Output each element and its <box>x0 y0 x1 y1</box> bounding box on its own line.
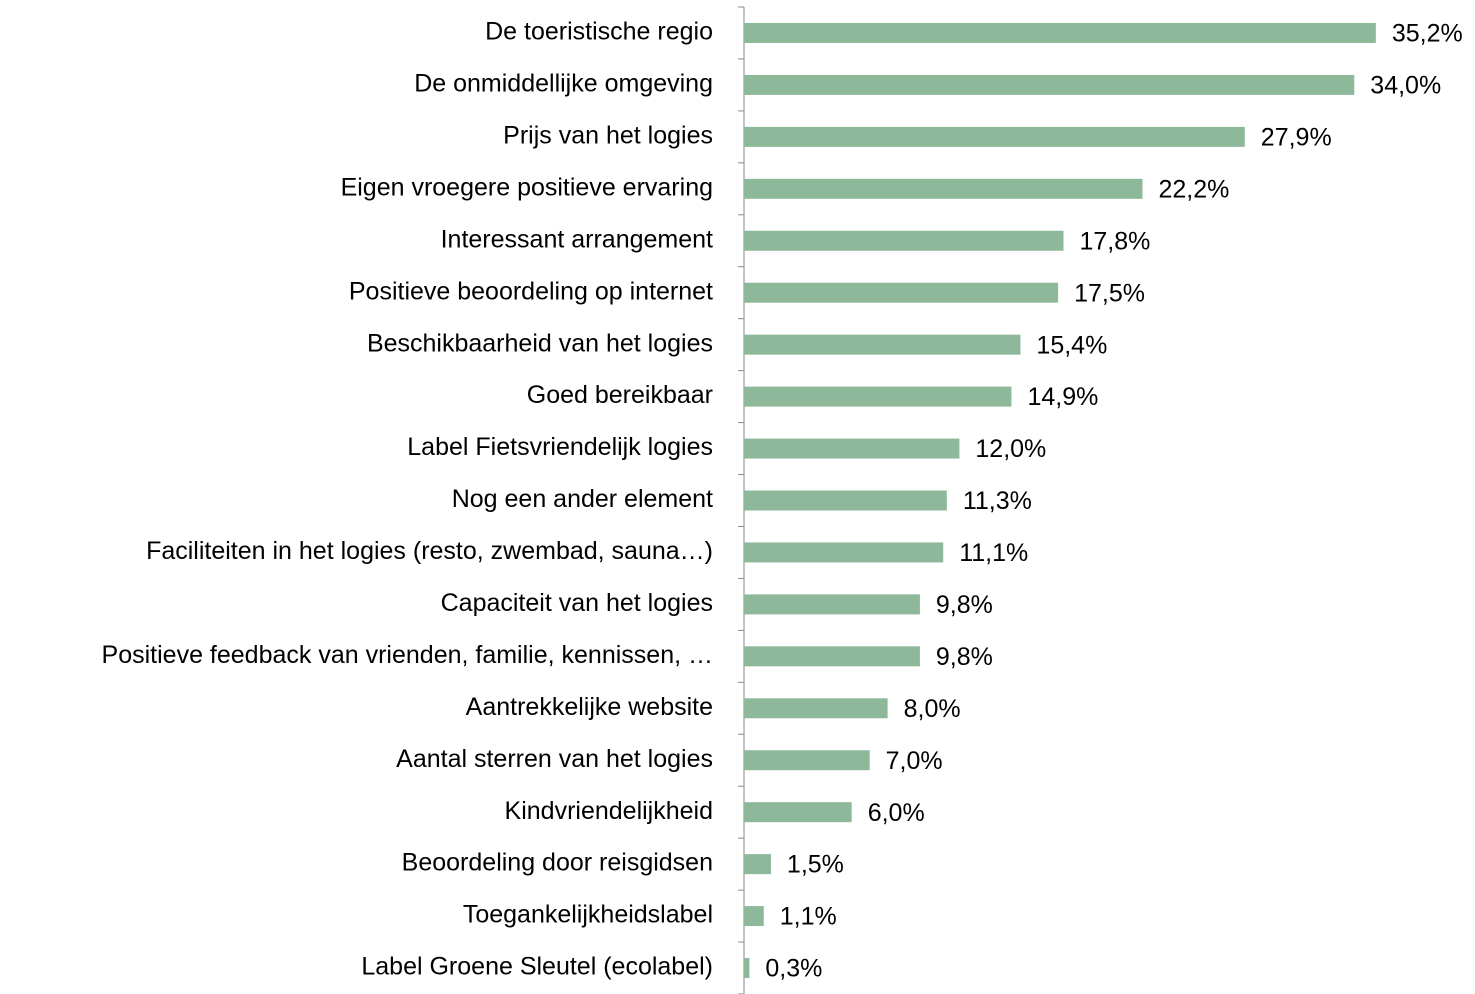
bar <box>744 230 1064 251</box>
category-label: Prijs van het logies <box>503 121 713 149</box>
bar <box>744 958 750 979</box>
category-label: Interessant arrangement <box>441 225 713 253</box>
bar <box>744 386 1012 407</box>
value-label: 8,0% <box>904 695 961 723</box>
bar <box>744 646 920 667</box>
category-label: Eigen vroegere positieve ervaring <box>341 173 713 201</box>
category-label: Faciliteiten in het logies (resto, zwemb… <box>146 537 713 565</box>
value-label: 12,0% <box>975 435 1046 463</box>
category-label: Label Groene Sleutel (ecolabel) <box>361 953 713 981</box>
value-label: 34,0% <box>1370 72 1441 100</box>
category-label: Positieve feedback van vrienden, familie… <box>102 641 713 669</box>
value-label: 6,0% <box>868 799 925 827</box>
value-label: 9,8% <box>936 643 993 671</box>
category-label: Beoordeling door reisgidsen <box>402 849 713 877</box>
bar <box>744 698 888 719</box>
category-label: Label Fietsvriendelijk logies <box>407 433 713 461</box>
value-label: 1,5% <box>787 851 844 879</box>
bar <box>744 334 1021 355</box>
value-label: 15,4% <box>1036 331 1107 359</box>
bar <box>744 854 771 875</box>
category-label: Capaciteit van het logies <box>441 589 713 617</box>
bar <box>744 594 920 615</box>
bar <box>744 906 764 927</box>
category-label: Aantrekkelijke website <box>466 693 713 721</box>
bar <box>744 126 1245 147</box>
bar <box>744 74 1355 95</box>
category-label: Kindvriendelijkheid <box>505 797 713 825</box>
value-label: 0,3% <box>765 955 822 983</box>
category-label: De onmiddellijke omgeving <box>414 70 713 98</box>
category-label: Beschikbaarheid van het logies <box>367 329 713 357</box>
value-label: 17,8% <box>1080 227 1151 255</box>
category-label: Positieve beoordeling op internet <box>349 277 713 305</box>
value-label: 1,1% <box>780 903 837 931</box>
value-label: 17,5% <box>1074 279 1145 307</box>
category-label: Goed bereikbaar <box>527 381 713 409</box>
category-label: De toeristische regio <box>485 18 713 46</box>
bar <box>744 490 947 511</box>
category-label: Toegankelijkheidslabel <box>463 901 713 929</box>
bar <box>744 438 960 459</box>
category-label: Nog een ander element <box>452 485 713 513</box>
bar <box>744 802 852 823</box>
bar <box>744 542 944 563</box>
bar <box>744 178 1143 199</box>
bar <box>744 750 870 771</box>
category-label: Aantal sterren van het logies <box>396 745 713 773</box>
bar <box>744 282 1059 303</box>
value-label: 11,3% <box>963 487 1032 515</box>
value-label: 14,9% <box>1027 383 1098 411</box>
value-label: 7,0% <box>886 747 943 775</box>
value-label: 35,2% <box>1392 20 1463 48</box>
bar <box>744 22 1376 43</box>
value-label: 9,8% <box>936 591 993 619</box>
value-label: 22,2% <box>1158 175 1229 203</box>
value-label: 11,1% <box>959 539 1028 567</box>
value-label: 27,9% <box>1261 123 1332 151</box>
